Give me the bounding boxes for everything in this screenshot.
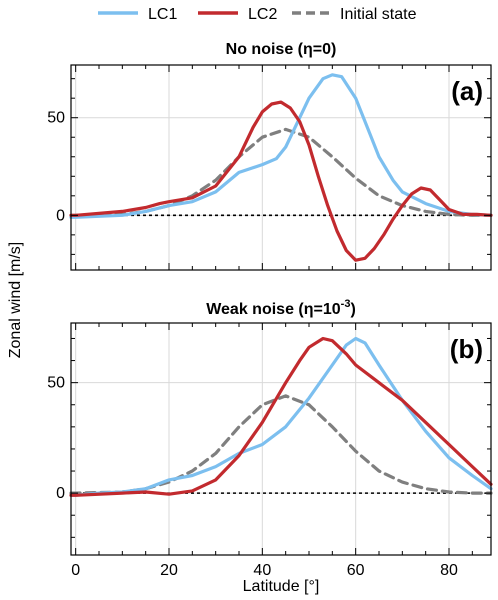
panel-b-title: Weak noise (η=10-3) [206,298,356,318]
y-tick-label: 50 [47,110,65,127]
x-tick-label: 20 [160,562,178,579]
y-tick-label: 50 [47,375,65,392]
legend-label-lc1: LC1 [148,6,177,23]
series-line-lc2 [69,100,493,262]
panel-a-title: No noise (η=0) [226,41,337,58]
x-tick-label: 60 [347,562,365,579]
plot-frame [70,64,492,271]
legend-label-initial: Initial state [340,6,417,23]
legend-label-lc2: LC2 [248,6,277,23]
y-axis-label: Zonal wind [m/s] [7,242,24,358]
panel-b-title-end: ) [350,301,355,318]
panel-tag-a: (a) [451,76,483,106]
series-line-initial-state [69,394,493,495]
legend: LC1 LC2 Initial state [98,6,417,23]
panel-tag-b: (b) [450,334,483,364]
panel-b-title-main: Weak noise (η=10 [206,301,341,318]
panel-b: 0 50 0 20 40 60 80 (b) [47,322,493,579]
series-line-lc1 [69,336,493,497]
x-tick-label: 40 [253,562,271,579]
plot-frame [70,322,492,556]
series-line-initial-state [69,127,493,217]
x-tick-label: 80 [440,562,458,579]
y-tick-label: 0 [56,207,65,224]
series-line-lc2 [69,336,493,497]
panel-a: 0 50 (a) [47,64,493,271]
series-line-lc1 [69,73,493,219]
x-axis-label: Latitude [°] [243,578,320,595]
panel-b-title-sup: -3 [341,298,351,310]
x-tick-label: 0 [71,562,80,579]
y-tick-label: 0 [56,485,65,502]
